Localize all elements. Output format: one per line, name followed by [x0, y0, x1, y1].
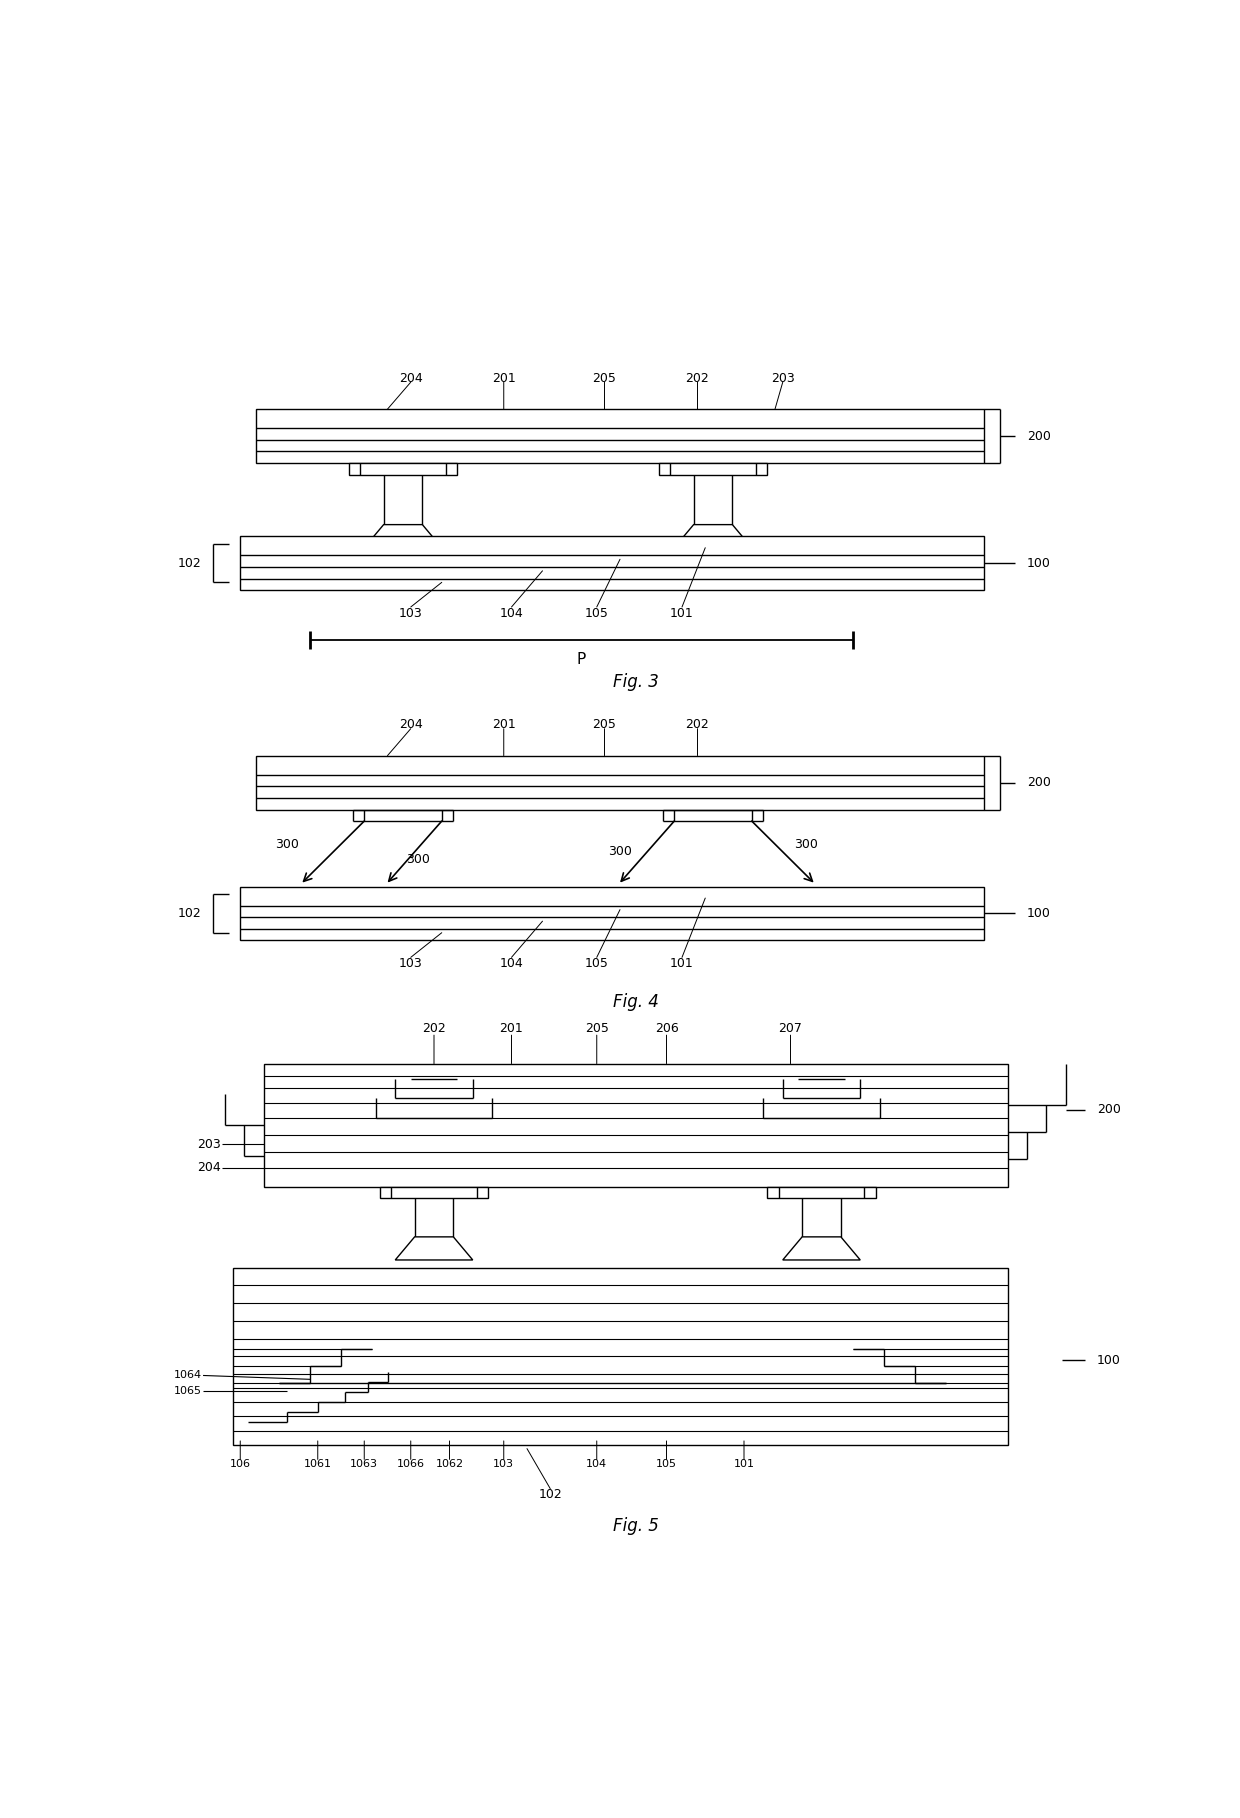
Text: 106: 106: [229, 1460, 250, 1469]
Text: P: P: [577, 653, 585, 667]
Text: 104: 104: [587, 1460, 608, 1469]
Text: 202: 202: [422, 1022, 446, 1036]
Text: 200: 200: [1027, 429, 1050, 442]
Text: Fig. 5: Fig. 5: [613, 1516, 658, 1534]
Text: Fig. 3: Fig. 3: [613, 673, 658, 691]
Bar: [768, 1187, 875, 1198]
Text: 100: 100: [1096, 1354, 1121, 1367]
Polygon shape: [365, 525, 441, 547]
Text: 203: 203: [771, 373, 795, 385]
Bar: [255, 409, 985, 464]
Text: 105: 105: [585, 607, 609, 620]
Bar: [241, 536, 985, 591]
Text: 100: 100: [1027, 907, 1050, 920]
Text: 300: 300: [275, 838, 299, 851]
Bar: [263, 1064, 1007, 1187]
Text: 101: 101: [670, 956, 694, 971]
Text: 201: 201: [492, 373, 516, 385]
Text: 105: 105: [585, 956, 609, 971]
Text: 201: 201: [500, 1022, 523, 1036]
Polygon shape: [782, 1236, 861, 1260]
Text: 103: 103: [399, 607, 423, 620]
Text: 205: 205: [593, 373, 616, 385]
Text: 101: 101: [670, 607, 694, 620]
Text: 1063: 1063: [350, 1460, 378, 1469]
Text: 207: 207: [779, 1022, 802, 1036]
Text: 300: 300: [407, 853, 430, 865]
Text: 103: 103: [494, 1460, 515, 1469]
Text: 204: 204: [399, 373, 423, 385]
Text: 100: 100: [1027, 556, 1050, 569]
Text: 200: 200: [1096, 1104, 1121, 1116]
Text: 204: 204: [197, 1162, 221, 1174]
Text: 102: 102: [177, 556, 201, 569]
Text: 104: 104: [500, 956, 523, 971]
Text: 105: 105: [656, 1460, 677, 1469]
Text: 202: 202: [686, 718, 709, 731]
Text: 300: 300: [608, 845, 632, 858]
Text: 101: 101: [734, 1460, 754, 1469]
Text: 1061: 1061: [304, 1460, 332, 1469]
Bar: [241, 887, 985, 940]
Bar: [348, 464, 458, 474]
Text: 102: 102: [177, 907, 201, 920]
Text: 1064: 1064: [174, 1371, 201, 1380]
Text: 205: 205: [593, 718, 616, 731]
Bar: [658, 464, 768, 474]
Text: 300: 300: [794, 838, 818, 851]
Text: 205: 205: [585, 1022, 609, 1036]
Bar: [255, 756, 985, 809]
Text: 104: 104: [500, 607, 523, 620]
Text: 102: 102: [538, 1489, 562, 1502]
Text: 200: 200: [1027, 776, 1050, 789]
Text: 1066: 1066: [397, 1460, 425, 1469]
Text: 1065: 1065: [174, 1385, 201, 1396]
Bar: [233, 1267, 1007, 1445]
Text: 202: 202: [686, 373, 709, 385]
Text: 103: 103: [399, 956, 423, 971]
Text: 204: 204: [399, 718, 423, 731]
Text: 201: 201: [492, 718, 516, 731]
Text: 203: 203: [197, 1138, 221, 1151]
Bar: [379, 1187, 489, 1198]
Text: 206: 206: [655, 1022, 678, 1036]
Text: Fig. 4: Fig. 4: [613, 993, 658, 1011]
Polygon shape: [675, 525, 751, 547]
Polygon shape: [396, 1236, 472, 1260]
Text: 1062: 1062: [435, 1460, 464, 1469]
